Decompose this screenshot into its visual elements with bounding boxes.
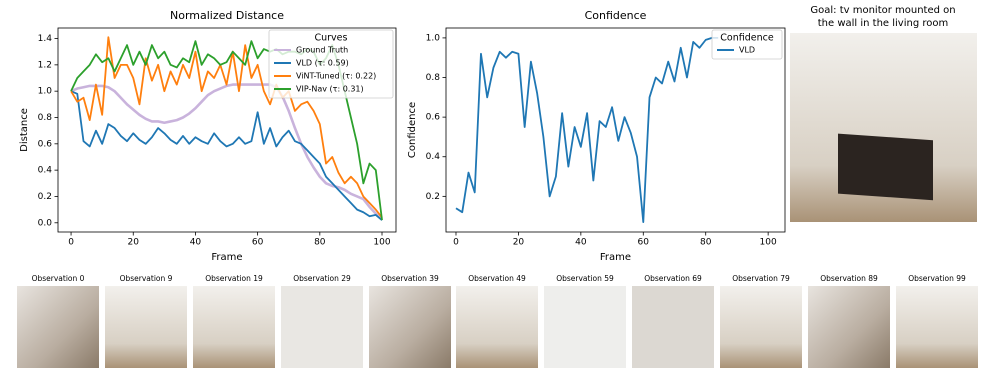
observation-image — [808, 286, 890, 368]
plot-frame — [57, 27, 397, 233]
x-tick-label: 80 — [700, 238, 712, 248]
x-tick-label: 100 — [373, 238, 390, 248]
legend-label: ViNT-Tuned (τ: 0.22) — [296, 72, 376, 81]
legend-box — [268, 29, 394, 99]
observation-image — [632, 286, 714, 368]
x-tick-label: 60 — [638, 238, 650, 248]
series-line — [70, 83, 383, 220]
observation-label: Observation 29 — [293, 274, 351, 283]
y-tick-label: 0.4 — [38, 166, 53, 176]
y-tick-label: 1.4 — [38, 34, 53, 44]
observation-label: Observation 59 — [556, 274, 614, 283]
series-line — [455, 37, 719, 223]
x-axis-label: Frame — [211, 252, 242, 263]
y-tick-label: 0.0 — [38, 218, 53, 228]
legend-title: Curves — [315, 33, 348, 44]
legend: Curves Ground Truth VLD (τ: 0.59) ViNT-Tune… — [268, 29, 394, 99]
observation-label: Observation 69 — [644, 274, 702, 283]
observation-image — [281, 286, 363, 368]
observation-image — [17, 286, 99, 368]
series-line — [70, 90, 383, 221]
observation-label: Observation 49 — [468, 274, 526, 283]
series-line — [70, 36, 383, 219]
observation-image — [544, 286, 626, 368]
x-tick-label: 100 — [760, 238, 777, 248]
y-tick-label: 0.8 — [38, 113, 53, 123]
observation-image — [456, 286, 538, 368]
observation-image — [896, 286, 978, 368]
y-axis-label: Confidence — [407, 102, 418, 158]
x-tick-label: 40 — [190, 238, 202, 248]
observation-image — [369, 286, 451, 368]
observation-image — [193, 286, 275, 368]
observation-label: Observation 9 — [120, 274, 173, 283]
y-tick-label: 0.8 — [426, 73, 441, 83]
observation-label: Observation 89 — [820, 274, 878, 283]
x-tick-label: 20 — [513, 238, 525, 248]
x-tick-label: 20 — [128, 238, 140, 248]
legend-title: Confidence — [720, 33, 774, 44]
legend-label: Ground Truth — [296, 46, 348, 55]
y-tick-label: 1.2 — [38, 60, 52, 70]
y-tick-label: 0.6 — [38, 139, 53, 149]
x-tick-label: 0 — [453, 238, 459, 248]
x-tick-label: 60 — [252, 238, 264, 248]
tv-shape — [838, 133, 933, 201]
observation-label: Observation 0 — [32, 274, 85, 283]
observation-image — [720, 286, 802, 368]
chart-title: Confidence — [585, 9, 647, 22]
goal-panel: Goal: tv monitor mounted on the wall in … — [790, 5, 977, 222]
legend: Confidence VLD — [711, 29, 783, 60]
y-axis-label: Distance — [19, 108, 30, 152]
legend-label: VLD (τ: 0.59) — [296, 59, 349, 68]
x-tick-label: 0 — [68, 238, 74, 248]
legend-box — [711, 29, 783, 60]
goal-title: the wall in the living room — [818, 18, 949, 29]
legend-label: VIP-Nav (τ: 0.31) — [296, 85, 364, 94]
observation-label: Observation 99 — [908, 274, 966, 283]
legend-label: VLD — [739, 46, 755, 55]
observation-image — [105, 286, 187, 368]
chart-title: Normalized Distance — [170, 9, 284, 22]
y-tick-label: 1.0 — [38, 87, 53, 97]
y-tick-label: 0.4 — [426, 152, 441, 162]
goal-title: Goal: tv monitor mounted on — [810, 5, 955, 16]
observation-label: Observation 79 — [732, 274, 790, 283]
y-tick-label: 0.2 — [38, 192, 52, 202]
x-tick-label: 80 — [314, 238, 326, 248]
x-axis-label: Frame — [600, 252, 631, 263]
y-tick-label: 0.6 — [426, 113, 441, 123]
y-tick-label: 0.2 — [426, 192, 440, 202]
y-tick-label: 1.0 — [426, 33, 441, 43]
observation-label: Observation 39 — [381, 274, 439, 283]
observation-label: Observation 19 — [205, 274, 263, 283]
x-tick-label: 40 — [575, 238, 587, 248]
plot-frame — [445, 27, 786, 233]
